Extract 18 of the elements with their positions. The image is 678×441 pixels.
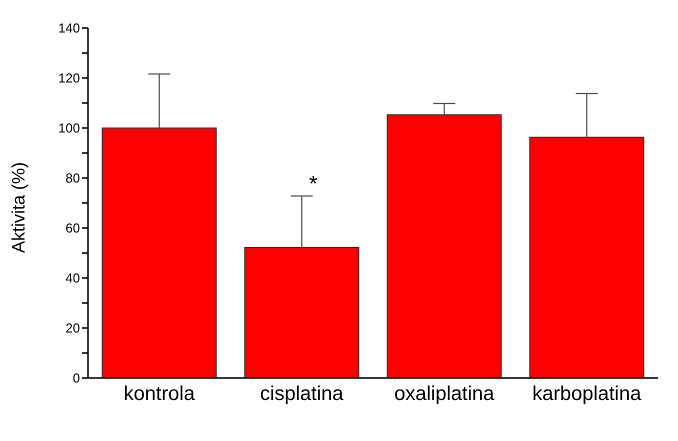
y-axis-title: Aktivita (%) <box>8 162 28 253</box>
y-tick-label: 80 <box>66 170 80 186</box>
x-tick-label: cisplatina <box>260 383 344 406</box>
bar <box>386 114 502 378</box>
x-tick-label: oxaliplatina <box>394 383 496 406</box>
y-tick-label: 20 <box>66 320 80 336</box>
y-tick-label: 60 <box>66 220 80 236</box>
annotation: * <box>309 171 318 197</box>
y-tick-label: 100 <box>58 120 80 136</box>
x-tick-label: karboplatina <box>532 383 642 406</box>
y-tick-label: 40 <box>66 270 80 286</box>
y-tick-label: 0 <box>72 370 80 386</box>
y-tick-label: 140 <box>58 20 80 36</box>
x-tick-label: kontrola <box>124 383 196 406</box>
bar <box>529 136 644 378</box>
bar <box>102 128 217 378</box>
y-tick-label: 120 <box>58 70 80 86</box>
bar <box>244 247 360 378</box>
